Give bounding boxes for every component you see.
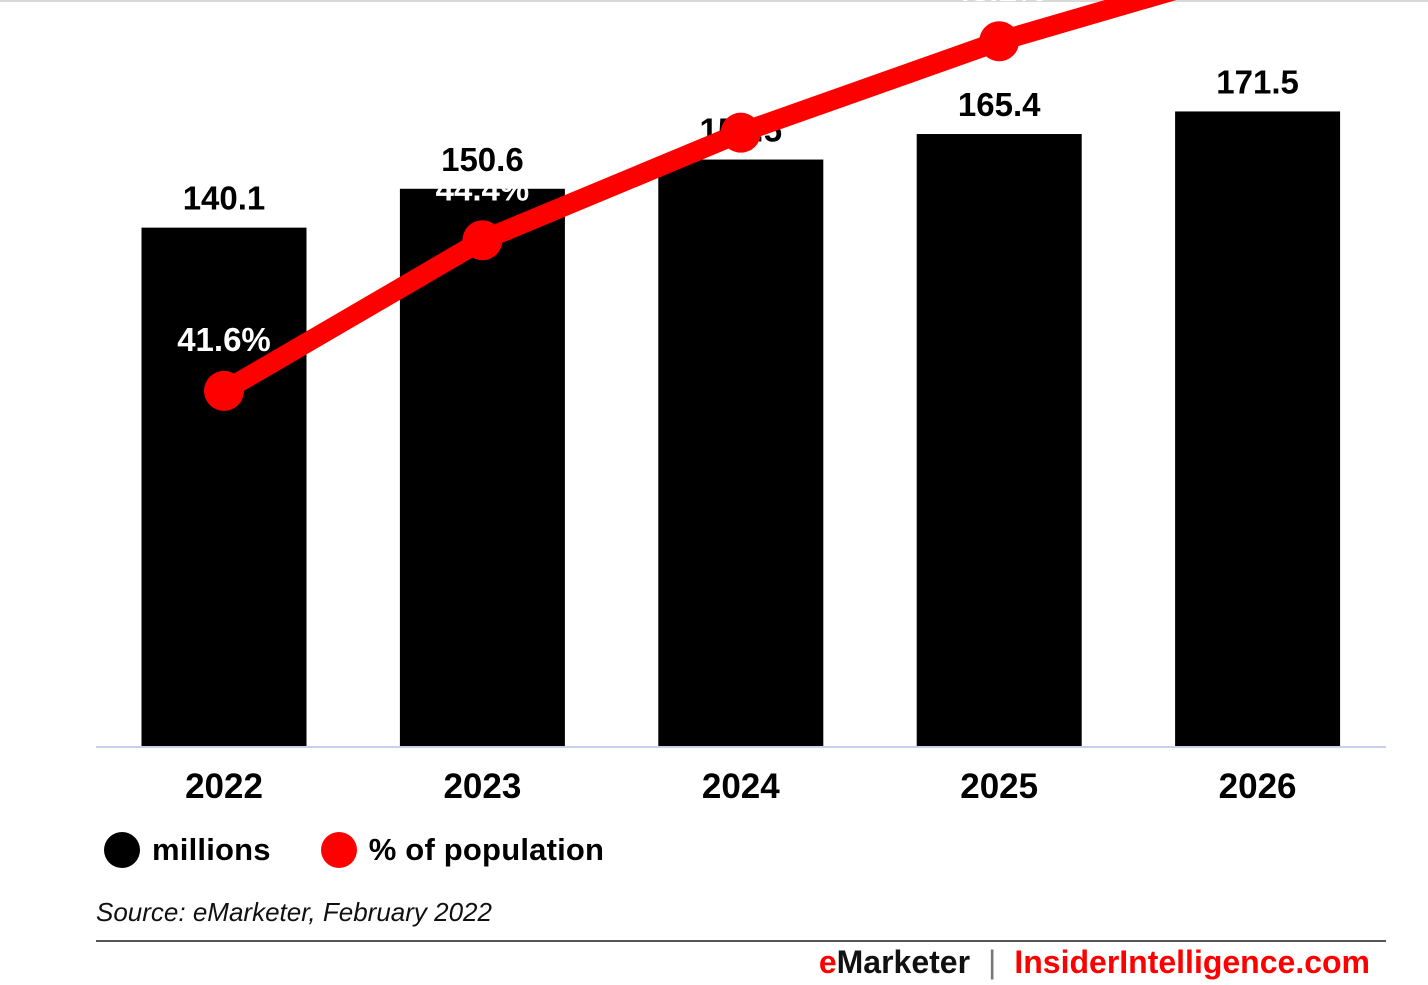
bars-group — [141, 111, 1341, 747]
bar-2025 — [916, 134, 1082, 746]
source-note: Source: eMarketer, February 2022 — [96, 897, 492, 927]
bar-2026 — [1175, 111, 1341, 746]
x-tick-label: 2024 — [702, 767, 780, 806]
footer-branding: eMarketer | InsiderIntelligence.com — [819, 944, 1370, 981]
x-tick-labels-group: 2022 2023 2024 2025 2026 — [185, 767, 1296, 806]
x-tick-label: 2023 — [443, 767, 521, 806]
brand-emarketer: eMarketer — [819, 944, 970, 981]
bar-value-label: 171.5 — [1216, 63, 1299, 100]
legend-swatch-population — [320, 832, 357, 868]
brand-emarketer-e: e — [818, 944, 837, 980]
population-value-label: 44.4% — [436, 170, 530, 207]
line-series-group — [204, 0, 1177, 411]
legend: millions % of population — [104, 828, 654, 872]
brand-emarketer-rest: Marketer — [836, 944, 971, 980]
footer-divider — [96, 940, 1386, 942]
legend-item-millions: millions — [104, 832, 271, 868]
population-value-label: 41.6% — [177, 321, 271, 358]
top-divider — [0, 0, 1428, 2]
bar-value-label: 150.6 — [441, 141, 524, 178]
legend-swatch-millions — [104, 832, 140, 868]
legend-item-population: % of population — [320, 832, 605, 868]
population-value-label: 46.4% — [694, 63, 788, 100]
x-tick-label: 2022 — [185, 767, 263, 806]
footer-separator: | — [988, 944, 997, 980]
x-tick-label: 2026 — [1219, 767, 1297, 806]
legend-label-population: % of population — [368, 832, 605, 867]
population-point — [462, 220, 503, 261]
bar-value-label: 140.1 — [183, 180, 266, 217]
bar-value-label: 165.4 — [958, 86, 1041, 123]
population-point — [204, 370, 244, 411]
bar-2022 — [141, 227, 307, 746]
population-point — [720, 112, 761, 153]
line-labels-group: 41.6%44.4%46.4%48.1%49.5% — [177, 0, 1046, 358]
bar-2024 — [658, 159, 824, 747]
legend-label-millions: millions — [152, 832, 271, 867]
brand-insider-intelligence: InsiderIntelligence.com — [1014, 944, 1370, 980]
population-point — [979, 21, 1020, 62]
x-tick-label: 2025 — [960, 767, 1038, 806]
population-value-label: 48.1% — [952, 0, 1046, 8]
